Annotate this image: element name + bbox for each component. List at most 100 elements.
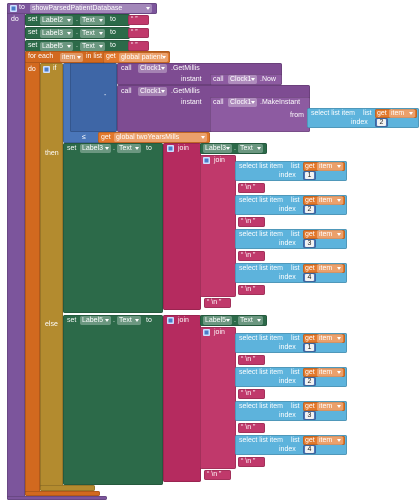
number-field[interactable]: 1 (305, 344, 314, 351)
mutator-icon[interactable] (10, 5, 17, 12)
procedure-keyword: to (19, 4, 25, 11)
component-dropdown[interactable]: Label5 (40, 41, 73, 51)
property-dropdown[interactable]: Text (117, 144, 141, 153)
number-field[interactable]: 2 (305, 206, 314, 213)
component-dropdown[interactable]: Label3 (203, 144, 232, 153)
get-label: get (305, 437, 315, 444)
dot: . (113, 317, 115, 324)
select-label: select list item (239, 437, 283, 444)
index-label: index (279, 446, 296, 453)
text-value: “ ” (131, 16, 138, 23)
variable-dropdown[interactable]: item (317, 230, 343, 239)
text-value: “ \n ” (241, 458, 256, 465)
component-getter (200, 315, 267, 326)
set-label: set (28, 29, 38, 36)
join-block (200, 327, 236, 469)
variable-dropdown[interactable]: item (317, 402, 343, 411)
property-dropdown[interactable]: Text (80, 15, 105, 25)
set-block (63, 143, 163, 313)
set-block (25, 27, 130, 39)
number-field[interactable]: 3 (305, 412, 314, 419)
property-dropdown[interactable]: Text (80, 28, 105, 38)
text-block (238, 251, 265, 261)
list-label: list (291, 335, 300, 342)
mutator-icon[interactable] (203, 329, 210, 336)
select-label: select list item (239, 335, 283, 342)
dot: . (76, 16, 78, 23)
number-field[interactable]: 2 (305, 378, 314, 385)
join-label: join (178, 317, 189, 324)
mutator-icon[interactable] (43, 66, 50, 73)
to-label: to (110, 16, 116, 23)
get-label: get (305, 163, 315, 170)
argument-label: from (290, 112, 304, 119)
number-field[interactable]: 2 (377, 119, 386, 126)
index-label: index (279, 172, 296, 179)
variable-dropdown[interactable]: item (317, 264, 343, 273)
get-label: get (305, 335, 315, 342)
for-each-block (25, 51, 40, 496)
variable-dropdown[interactable]: item (317, 368, 343, 377)
property-dropdown[interactable]: Text (238, 316, 263, 325)
select-label: select list item (239, 403, 283, 410)
component-dropdown[interactable]: Label2 (40, 15, 73, 25)
dot: . (234, 145, 236, 152)
number-field[interactable]: 4 (305, 274, 314, 281)
number-field[interactable]: 1 (305, 172, 314, 179)
component-getter (200, 143, 267, 154)
join-block (163, 143, 201, 310)
set-block (25, 14, 130, 26)
dot: . (76, 42, 78, 49)
method-label: .GetMillis (171, 65, 200, 72)
number-field[interactable]: 3 (305, 240, 314, 247)
get-block (375, 109, 417, 118)
variable-dropdown[interactable]: item (317, 162, 343, 171)
component-dropdown[interactable]: Clock1 (228, 98, 257, 107)
property-dropdown[interactable]: Text (80, 41, 105, 51)
number-field[interactable]: 4 (305, 446, 314, 453)
property-dropdown[interactable]: Text (117, 316, 141, 325)
variable-dropdown[interactable]: item (317, 196, 343, 205)
list-label: list (291, 163, 300, 170)
set-block (63, 315, 163, 485)
component-dropdown[interactable]: Label3 (40, 28, 73, 38)
variable-dropdown[interactable]: item (389, 109, 415, 118)
variable-dropdown[interactable]: global patient (119, 52, 168, 62)
text-block (128, 15, 149, 25)
variable-dropdown[interactable]: item (317, 436, 343, 445)
component-dropdown[interactable]: Clock1 (228, 75, 257, 84)
component-dropdown[interactable]: Label5 (203, 316, 232, 325)
get-label: get (377, 110, 387, 117)
get-block (303, 436, 345, 445)
variable-dropdown[interactable]: item (60, 52, 83, 62)
text-block (204, 470, 231, 480)
text-value: “ \n ” (241, 286, 256, 293)
call-label: call (121, 88, 132, 95)
method-label: .GetMillis (171, 88, 200, 95)
text-value: “ \n ” (241, 218, 256, 225)
property-dropdown[interactable]: Text (238, 144, 263, 153)
do-label: do (11, 16, 19, 23)
mutator-icon[interactable] (167, 317, 174, 324)
procedure-name[interactable]: showParsedPatientDatabase (30, 4, 152, 13)
text-block (238, 423, 265, 433)
mutator-icon[interactable] (167, 145, 174, 152)
text-block (204, 298, 231, 308)
component-dropdown[interactable]: Label5 (80, 316, 111, 325)
call-block (210, 74, 282, 85)
select-label: select list item (239, 265, 283, 272)
variable-dropdown[interactable]: item (317, 334, 343, 343)
mutator-icon[interactable] (203, 157, 210, 164)
text-block (238, 389, 265, 399)
get-label: get (305, 369, 315, 376)
component-dropdown[interactable]: Clock1 (138, 87, 167, 96)
component-dropdown[interactable]: Label3 (80, 144, 111, 153)
join-block (163, 315, 201, 482)
minus-operator: - (104, 92, 107, 99)
component-dropdown[interactable]: Clock1 (138, 64, 167, 73)
list-label: list (363, 110, 372, 117)
get-label: get (305, 265, 315, 272)
compare-operator: ≤ (82, 134, 86, 141)
variable-dropdown[interactable]: global twoYearsMills (114, 133, 207, 142)
list-label: list (291, 197, 300, 204)
